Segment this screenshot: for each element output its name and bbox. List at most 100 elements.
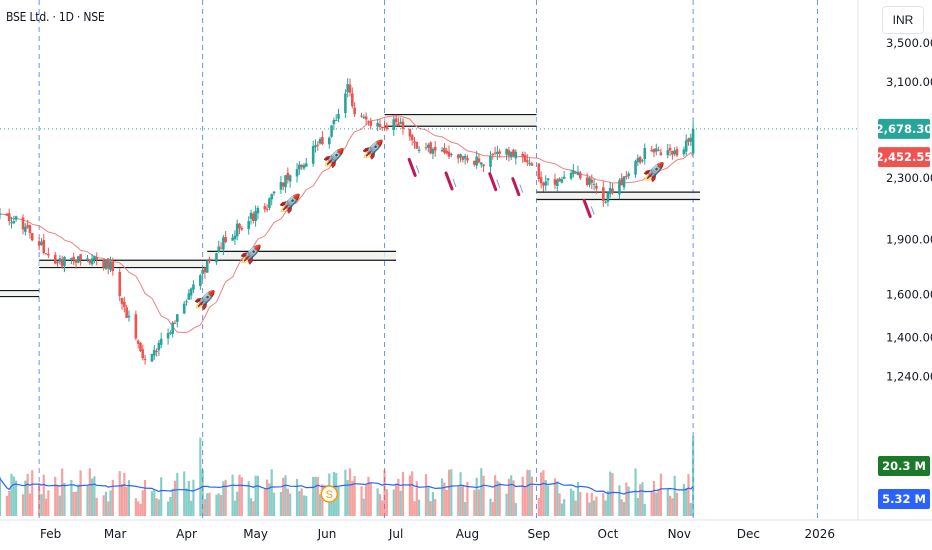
candle-body: [235, 223, 239, 237]
bearish-signal-icon: [519, 184, 524, 193]
volume-bar: [540, 472, 543, 516]
candle-body: [489, 155, 492, 167]
currency-button[interactable]: INR: [882, 6, 924, 34]
bearish-signal-icon: [590, 206, 595, 215]
volume-bar: [56, 484, 59, 516]
y-tick-label: 1,240.00: [886, 370, 932, 384]
volume-bar: [576, 481, 580, 516]
volume-bar: [282, 477, 285, 516]
price-label-bg: [878, 118, 930, 139]
volume-bar: [222, 481, 225, 516]
volume-ma-label: 5.32 M: [882, 492, 926, 506]
volume-bar: [47, 490, 50, 516]
volume-bar: [42, 474, 45, 516]
candle-body: [238, 223, 241, 229]
candle-body: [611, 188, 614, 194]
candle-body: [47, 253, 50, 256]
candle-body: [5, 213, 9, 216]
candle-body: [337, 113, 340, 119]
candle-body: [482, 164, 485, 167]
volume-bar: [302, 495, 306, 516]
volume-bar: [634, 468, 637, 516]
candle-body: [691, 128, 695, 154]
volume-bar: [173, 480, 177, 516]
volume-bar: [199, 437, 202, 516]
candle-body: [431, 148, 435, 154]
volume-bar: [671, 498, 674, 516]
candle-body: [311, 146, 315, 164]
x-tick-label: Jun: [317, 527, 337, 541]
candle-body: [127, 315, 131, 318]
volume-bar: [346, 480, 349, 516]
volume-bar: [431, 492, 435, 516]
volume-bar: [429, 501, 432, 516]
volume-bar: [192, 479, 195, 516]
volume-bar: [169, 496, 172, 516]
volume-bar: [12, 476, 15, 516]
candle-body: [353, 107, 356, 115]
candle-body: [576, 171, 580, 175]
candle-body: [7, 213, 11, 222]
rocket-icon: 🚀: [194, 289, 216, 310]
candle-body: [378, 123, 382, 127]
volume-bar: [399, 490, 402, 516]
volume-bar: [166, 501, 170, 516]
volume-bar: [312, 476, 315, 516]
volume-bar: [475, 477, 478, 516]
candle-body: [123, 301, 126, 307]
candle-body: [217, 246, 221, 252]
candle-body: [281, 182, 285, 187]
volume-bar: [579, 492, 582, 516]
volume-bar: [38, 482, 41, 516]
candle-body: [201, 269, 204, 274]
volume-bar: [595, 496, 598, 516]
volume-bar: [378, 494, 382, 516]
candle-body: [233, 235, 237, 240]
candle-body: [295, 169, 299, 177]
volume-bar: [289, 493, 292, 516]
volume-bar: [102, 495, 105, 516]
volume-bar: [125, 486, 128, 516]
volume-ma-label-bg: [878, 489, 930, 509]
candle-body: [509, 151, 513, 158]
candle-body: [40, 242, 43, 246]
candle-body: [590, 179, 594, 183]
volume-bar: [95, 497, 98, 516]
volume-bar: [563, 499, 566, 516]
volume-bar: [417, 499, 421, 516]
candle-body: [507, 150, 511, 156]
rocket-icon: 🚀: [323, 147, 345, 168]
candle-body: [222, 237, 225, 250]
candle-body: [585, 177, 589, 186]
candle-body: [360, 115, 363, 117]
y-tick-label: 3,100.00: [886, 75, 932, 89]
volume-bar: [376, 488, 379, 516]
candle-body: [392, 119, 396, 130]
volume-bar: [666, 488, 669, 516]
candle-body: [684, 140, 688, 152]
candle-body: [109, 261, 112, 271]
volume-bar: [224, 479, 227, 516]
candle-body: [251, 213, 255, 221]
volume-bar: [544, 480, 547, 516]
candle-body: [208, 258, 211, 262]
candle-body: [433, 146, 437, 151]
volume-bar: [279, 491, 283, 516]
volume-bar: [652, 480, 656, 516]
price-label: 2,678.30: [876, 122, 932, 136]
dividend-icon: [320, 485, 339, 503]
candle-body: [369, 121, 373, 126]
candle-body: [199, 275, 202, 286]
candle-body: [650, 150, 653, 152]
candle-body: [657, 150, 660, 152]
bearish-signal-icon: [415, 165, 420, 174]
candle-body: [56, 262, 59, 264]
candle-body: [169, 332, 172, 334]
candle-body: [143, 358, 147, 360]
volume-bar: [392, 489, 395, 516]
candle-body: [58, 258, 62, 262]
candle-body: [104, 259, 108, 269]
candle-body: [298, 164, 301, 170]
candle-body: [166, 333, 170, 339]
